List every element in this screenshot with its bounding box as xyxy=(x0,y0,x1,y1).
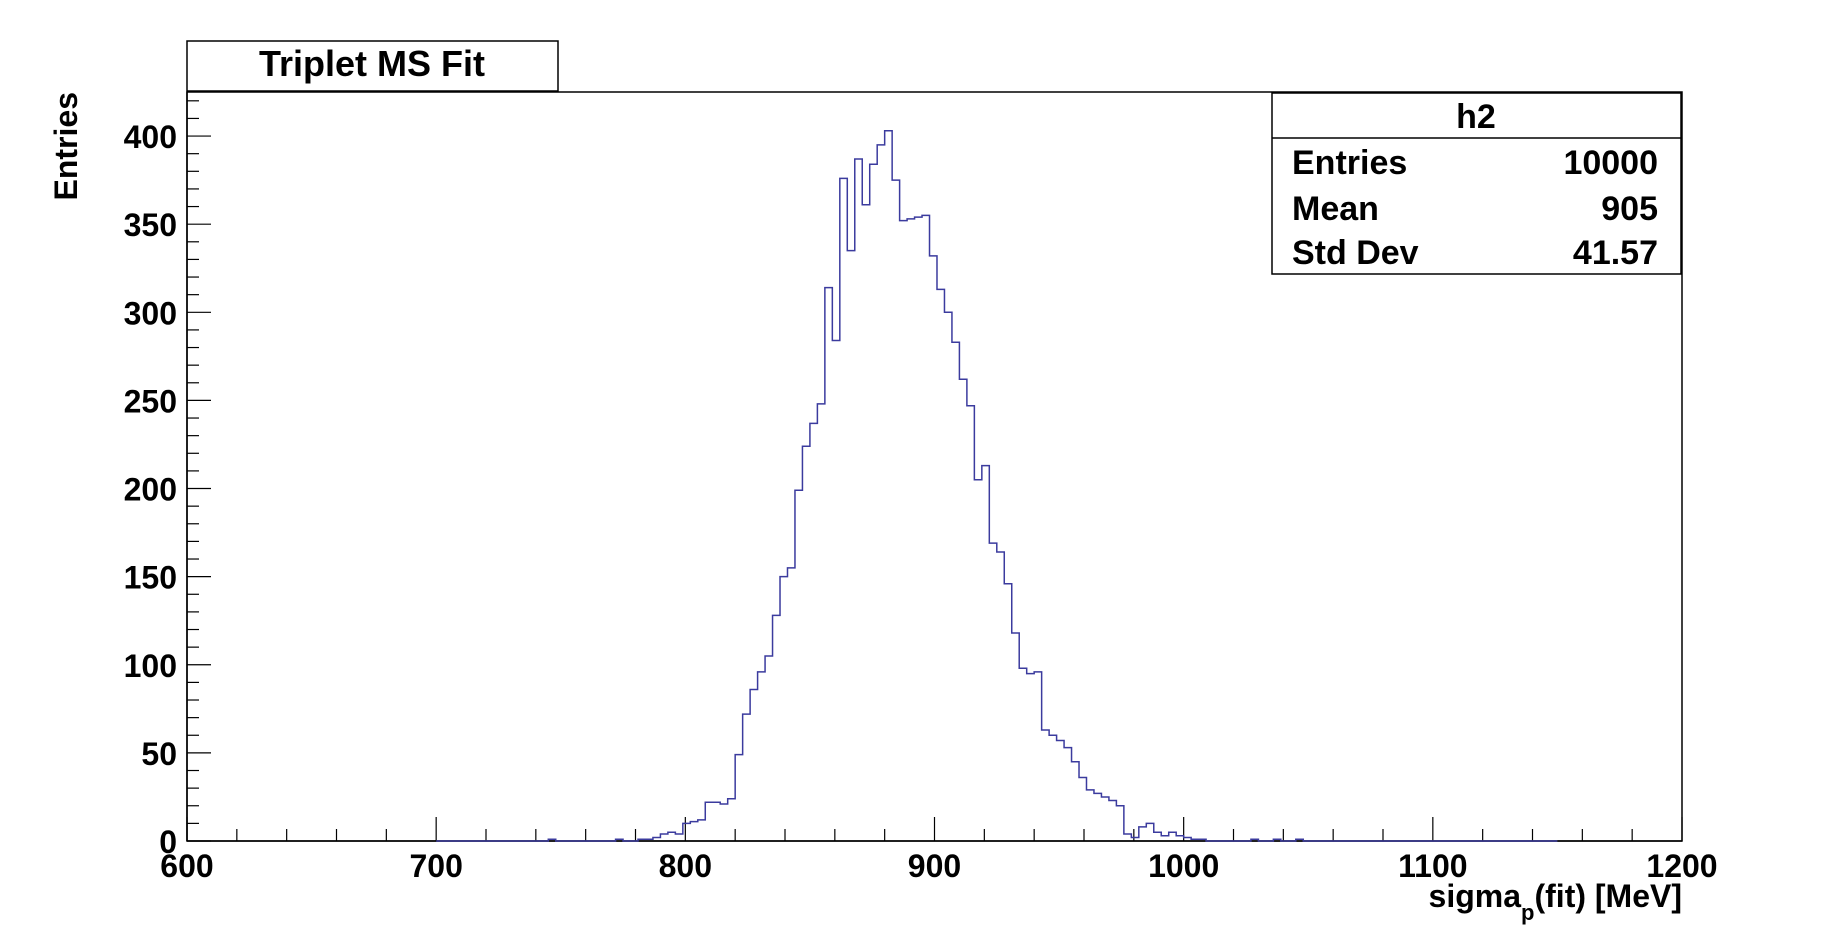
x-axis-label-main: sigma xyxy=(1429,878,1522,914)
x-axis: 600 700 800 900 1000 1100 1200 xyxy=(160,817,1718,884)
y-tick-label: 300 xyxy=(124,295,177,331)
x-tick-label: 700 xyxy=(409,848,462,884)
stats-stddev-label: Std Dev xyxy=(1292,234,1419,272)
y-axis-label: Entries xyxy=(48,92,84,200)
x-axis-label-rest: (fit) [MeV] xyxy=(1534,878,1682,914)
title-box: Triplet MS Fit xyxy=(186,40,559,92)
y-tick-label: 150 xyxy=(124,560,177,596)
histogram-outline xyxy=(436,130,1558,842)
x-tick-label: 900 xyxy=(908,848,961,884)
y-tick-label: 100 xyxy=(124,648,177,684)
title-frame xyxy=(186,40,559,92)
x-axis-label-subscript: p xyxy=(1521,900,1534,925)
x-tick-label: 1100 xyxy=(1398,848,1467,884)
y-tick-label: 0 xyxy=(159,824,177,860)
stats-mean-label: Mean xyxy=(1292,190,1379,228)
x-tick-label: 1200 xyxy=(1646,848,1717,884)
x-tick-label: 1000 xyxy=(1148,848,1219,884)
y-tick-label: 200 xyxy=(124,472,177,508)
x-tick-label: 800 xyxy=(659,848,712,884)
x-axis-label: sigmap(fit) [MeV] xyxy=(1429,878,1682,925)
stats-entries-value: 10000 xyxy=(1563,144,1658,182)
stats-frame xyxy=(1271,92,1682,275)
y-axis: 0 50 100 150 200 250 300 350 400 xyxy=(124,92,211,860)
y-tick-label: 400 xyxy=(124,119,177,155)
x-tick-label: 600 xyxy=(160,848,213,884)
stats-name: h2 xyxy=(1456,98,1496,136)
stats-box: h2 Entries 10000 Mean 905 Std Dev 41.57 xyxy=(1271,92,1682,275)
stats-mean-value: 905 xyxy=(1601,190,1658,228)
y-tick-label: 250 xyxy=(124,383,177,419)
stats-entries-label: Entries xyxy=(1292,144,1407,182)
stats-stddev-value: 41.57 xyxy=(1573,234,1658,272)
y-tick-label: 350 xyxy=(124,207,177,243)
chart-title: Triplet MS Fit xyxy=(259,43,485,84)
y-tick-label: 50 xyxy=(141,736,177,772)
